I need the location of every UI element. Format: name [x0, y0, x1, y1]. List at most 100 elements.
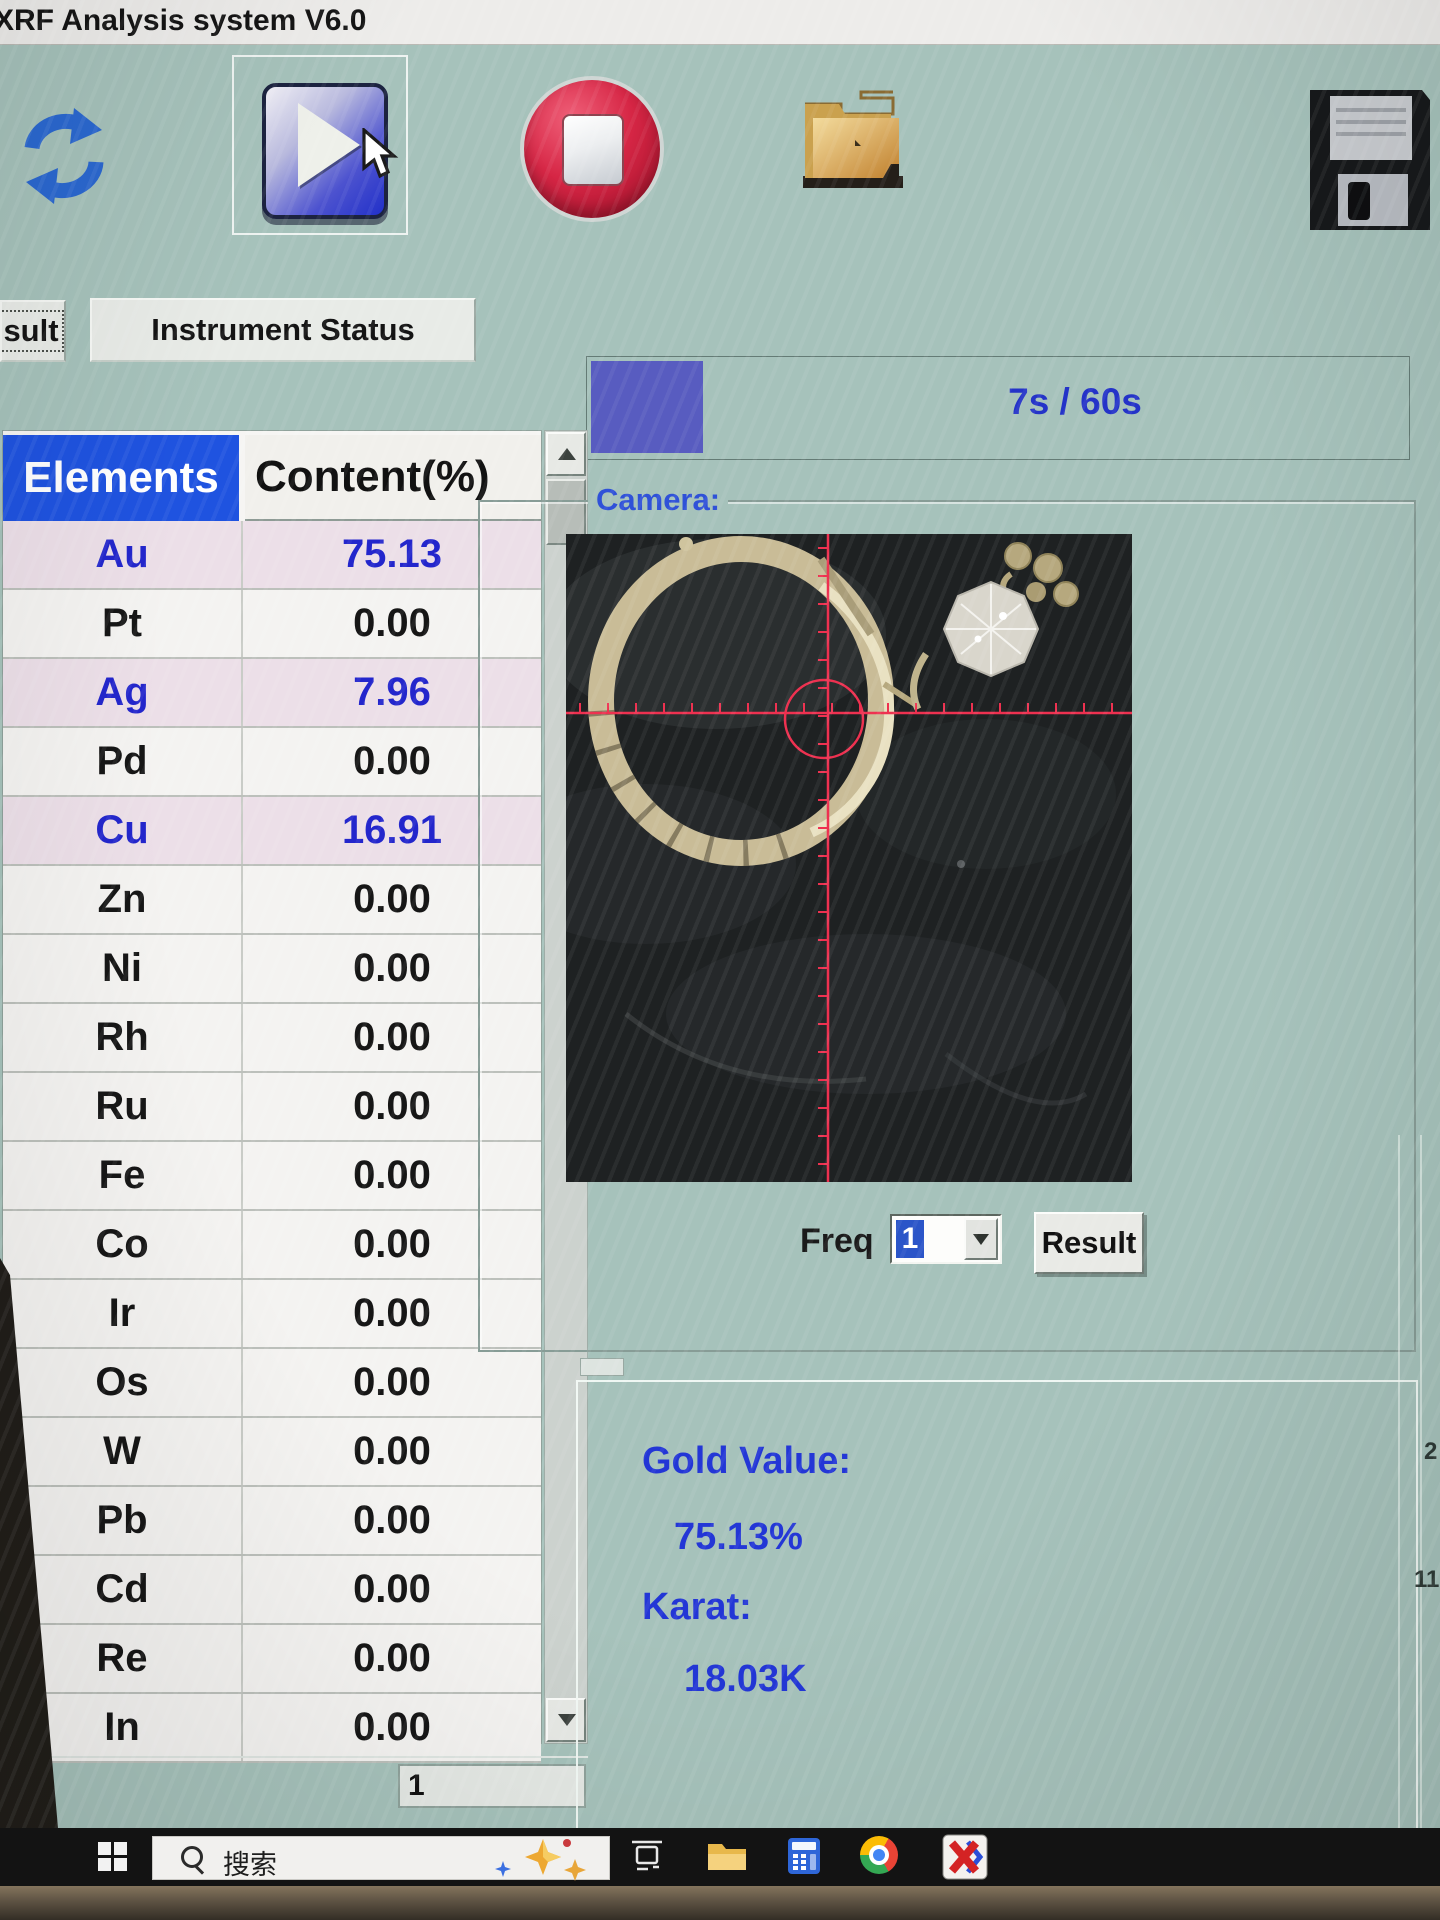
- element-content-value: 0.00: [241, 590, 541, 657]
- element-content-value: 75.13: [241, 521, 541, 588]
- table-row[interactable]: Zn 0.00: [3, 866, 541, 935]
- element-content-value: 0.00: [241, 1280, 541, 1347]
- search-placeholder: 搜索: [223, 1850, 277, 1880]
- table-row[interactable]: Au 75.13: [3, 521, 541, 590]
- table-row[interactable]: Ir 0.00: [3, 1280, 541, 1349]
- element-symbol: Cd: [95, 1567, 149, 1611]
- window-title: XRF Analysis system V6.0: [0, 4, 367, 37]
- table-header: Elements Content(%): [3, 435, 541, 521]
- element-symbol: Pd: [96, 739, 148, 783]
- element-content-value: 0.00: [241, 1694, 541, 1761]
- pendant-ornament: [882, 542, 1079, 711]
- divider-line: [0, 1756, 588, 1758]
- file-explorer-icon[interactable]: [706, 1836, 748, 1874]
- table-row[interactable]: Cu 16.91: [3, 797, 541, 866]
- crosshair: [566, 534, 1132, 1182]
- task-view-icon[interactable]: [628, 1836, 666, 1876]
- up-arrow-icon: [558, 448, 576, 460]
- crosshair-vticks: [818, 547, 828, 1165]
- stop-icon[interactable]: [520, 76, 664, 222]
- table-row[interactable]: Pt 0.00: [3, 590, 541, 659]
- element-symbol: Pb: [96, 1498, 148, 1542]
- table-row[interactable]: W 0.00: [3, 1418, 541, 1487]
- monitor-bezel-bottom: [0, 1886, 1440, 1920]
- gold-value-label: Gold Value:: [642, 1440, 852, 1482]
- tab-result-label: sult: [2, 310, 64, 352]
- refresh-icon[interactable]: [18, 100, 110, 212]
- x-app-icon[interactable]: [942, 1834, 988, 1880]
- freq-selected-value: 1: [896, 1220, 924, 1258]
- freq-dropdown[interactable]: 1: [890, 1214, 1002, 1264]
- table-row[interactable]: Os 0.00: [3, 1349, 541, 1418]
- chrome-icon[interactable]: [860, 1836, 898, 1874]
- karat-label: Karat:: [642, 1586, 752, 1628]
- element-symbol: Os: [95, 1360, 149, 1404]
- table-row[interactable]: Pd 0.00: [3, 728, 541, 797]
- status-page: 1: [408, 1769, 425, 1802]
- table-row[interactable]: Cd 0.00: [3, 1556, 541, 1625]
- element-symbol: In: [104, 1705, 140, 1749]
- tab-instrument-label: Instrument Status: [151, 312, 415, 347]
- element-content-value: 16.91: [241, 797, 541, 864]
- table-row[interactable]: In 0.00: [3, 1694, 541, 1763]
- element-content-value: 7.96: [241, 659, 541, 726]
- scroll-up-button[interactable]: [546, 432, 586, 476]
- element-content-value: 0.00: [241, 1349, 541, 1416]
- table-row[interactable]: Ni 0.00: [3, 935, 541, 1004]
- result-button[interactable]: Result: [1034, 1212, 1144, 1274]
- freq-label: Freq: [800, 1222, 874, 1260]
- copilot-icon[interactable]: [483, 1837, 603, 1881]
- table-row[interactable]: Pb 0.00: [3, 1487, 541, 1556]
- element-symbol: Ni: [102, 946, 142, 990]
- edge-fragment: 11: [1414, 1566, 1440, 1593]
- dropdown-arrow-button[interactable]: [964, 1218, 998, 1260]
- save-floppy-icon[interactable]: [1306, 86, 1434, 234]
- calculator-icon[interactable]: [788, 1838, 820, 1874]
- tab-result[interactable]: sult: [0, 300, 66, 362]
- crosshair-hticks: [579, 703, 1113, 713]
- open-folder-icon[interactable]: [795, 84, 915, 194]
- progress-time: 7s / 60s: [1008, 381, 1142, 422]
- result-button-label: Result: [1041, 1225, 1137, 1260]
- title-bar: XRF Analysis system V6.0: [0, 0, 1440, 45]
- element-symbol: Ru: [95, 1084, 149, 1128]
- edge-fragment: 2: [1424, 1438, 1438, 1465]
- element-content-value: 0.00: [241, 1418, 541, 1485]
- element-symbol: Co: [95, 1222, 149, 1266]
- element-symbol: Rh: [95, 1015, 149, 1059]
- header-elements[interactable]: Elements: [3, 435, 239, 521]
- header-content[interactable]: Content(%): [245, 435, 541, 521]
- search-icon: [181, 1846, 203, 1868]
- table-row[interactable]: Re 0.00: [3, 1625, 541, 1694]
- element-symbol: Pt: [102, 601, 142, 645]
- element-content-value: 0.00: [241, 1211, 541, 1278]
- elements-table-body: Au 75.13 Pt 0.00 Ag 7.96 Pd 0.00 Cu 16.91 Zn 0.00 Ni…: [3, 521, 541, 1763]
- tab-instrument-status[interactable]: Instrument Status: [90, 298, 476, 362]
- karat-value: 18.03K: [684, 1658, 807, 1700]
- table-row[interactable]: Co 0.00: [3, 1211, 541, 1280]
- scroll-down-button[interactable]: [546, 1698, 586, 1742]
- gold-value-groupbox: Gold Value: 75.13% Karat: 18.03K: [576, 1380, 1418, 1832]
- table-row[interactable]: Fe 0.00: [3, 1142, 541, 1211]
- taskbar-search-box[interactable]: 搜索: [152, 1836, 610, 1881]
- element-symbol: Ag: [95, 670, 149, 714]
- splitter-handle[interactable]: [580, 1358, 624, 1376]
- element-symbol: Au: [95, 532, 149, 576]
- progress-fill: [591, 361, 703, 453]
- camera-label: Camera:: [588, 482, 729, 518]
- element-symbol: Ir: [108, 1291, 136, 1335]
- windows-start-icon[interactable]: [98, 1842, 128, 1872]
- chevron-down-icon: [973, 1234, 989, 1245]
- element-content-value: 0.00: [241, 866, 541, 933]
- screen-edge-line: [1398, 1135, 1400, 1830]
- hoop-earring: [587, 536, 895, 866]
- element-content-value: 0.00: [241, 1142, 541, 1209]
- table-row[interactable]: Ag 7.96: [3, 659, 541, 728]
- element-symbol: Cu: [95, 808, 149, 852]
- element-symbol: Re: [96, 1636, 148, 1680]
- screen-edge-line: [1420, 1135, 1422, 1830]
- element-content-value: 0.00: [241, 1625, 541, 1692]
- table-row[interactable]: Ru 0.00: [3, 1073, 541, 1142]
- table-row[interactable]: Rh 0.00: [3, 1004, 541, 1073]
- element-content-value: 0.00: [241, 1073, 541, 1140]
